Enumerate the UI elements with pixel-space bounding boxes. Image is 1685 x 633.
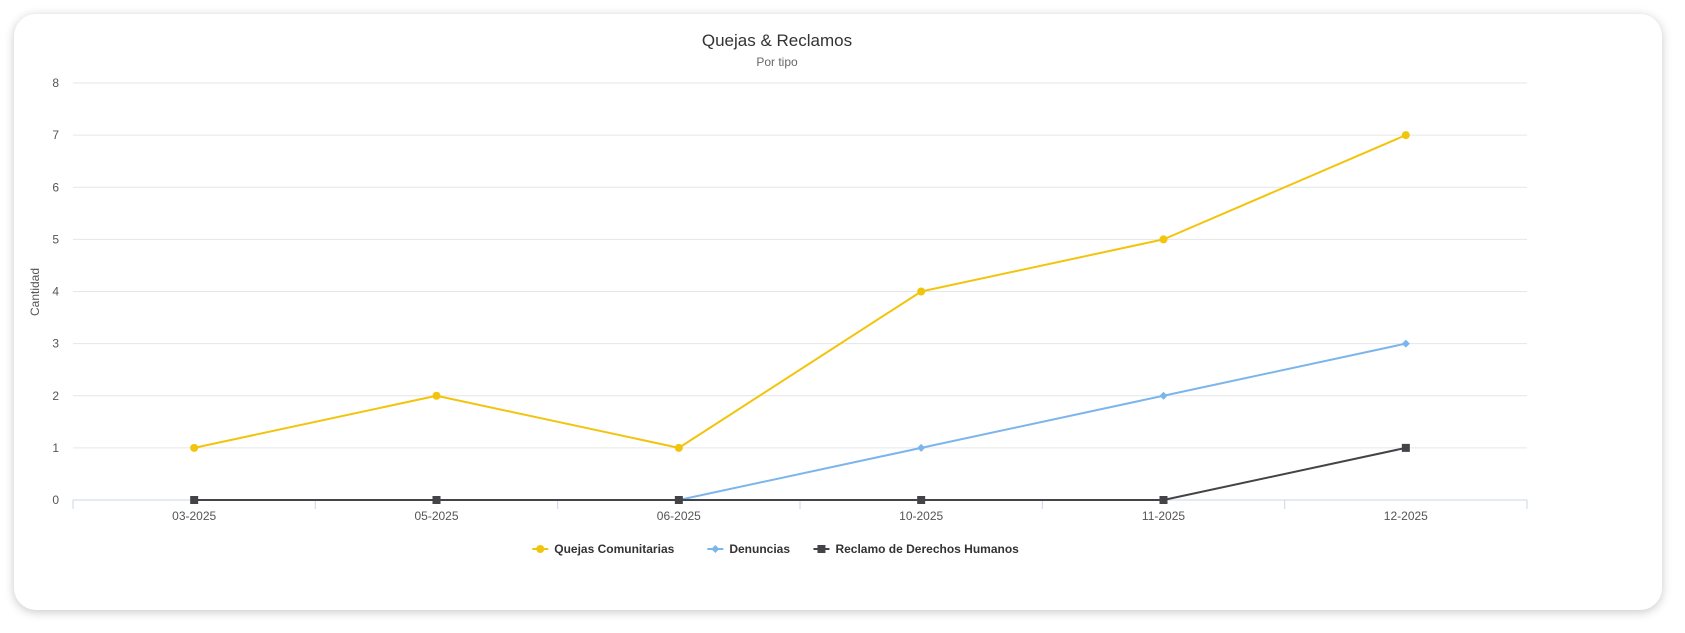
line-chart: Quejas & Reclamos Por tipo Cantidad 0 1 2 3… (28, 31, 1528, 556)
data-point[interactable] (1159, 391, 1168, 400)
legend-symbol-marker[interactable] (817, 545, 826, 553)
legend: Quejas Comunitarias Denuncias Reclamo de D… (532, 542, 1019, 556)
x-tick-label: 05-2025 (414, 509, 458, 523)
series-line (194, 446, 1407, 501)
series-layer (190, 131, 1410, 504)
grid-layer (73, 82, 1527, 449)
y-axis-title: Cantidad (28, 268, 42, 316)
legend-symbol-marker[interactable] (536, 545, 545, 553)
x-tick-label: 12-2025 (1384, 509, 1428, 523)
data-point[interactable] (1401, 339, 1410, 348)
series-line (194, 342, 1407, 501)
legend-item-1[interactable]: Denuncias (707, 542, 790, 556)
y-tick-label: 2 (52, 389, 59, 403)
legend-label: Denuncias (729, 542, 790, 556)
y-tick-label: 0 (52, 493, 59, 507)
data-point[interactable] (190, 496, 199, 504)
data-point[interactable] (1159, 235, 1168, 244)
data-point[interactable] (1401, 131, 1410, 140)
legend-item-0[interactable]: Quejas Comunitarias (532, 542, 675, 556)
series-1 (190, 339, 1410, 504)
data-point[interactable] (917, 496, 926, 504)
legend-symbol-marker[interactable] (711, 545, 720, 553)
series-2 (190, 443, 1410, 504)
y-tick-label: 6 (52, 180, 59, 194)
data-point[interactable] (917, 287, 926, 296)
x-tick-label: 10-2025 (899, 509, 943, 523)
data-point[interactable] (674, 496, 683, 504)
data-point[interactable] (432, 391, 441, 400)
axis-layer: 0 1 2 3 4 5 6 7 8 03-2025 05-2025 06-2025 10-2025 11-… (52, 76, 1528, 523)
legend-item-2[interactable]: Reclamo de Derechos Humanos (813, 542, 1019, 556)
y-tick-label: 1 (52, 441, 59, 455)
y-tick-label: 4 (52, 285, 59, 299)
y-tick-label: 7 (52, 128, 59, 142)
y-tick-label: 5 (52, 232, 59, 246)
data-point[interactable] (1159, 496, 1168, 504)
x-tick-label: 11-2025 (1142, 509, 1185, 523)
data-point[interactable] (432, 496, 441, 504)
series-0 (190, 131, 1410, 452)
legend-label: Reclamo de Derechos Humanos (835, 542, 1019, 556)
x-tick-label: 06-2025 (657, 509, 701, 523)
chart-title: Quejas & Reclamos (702, 31, 852, 50)
data-point[interactable] (674, 443, 683, 452)
y-tick-label: 3 (52, 337, 59, 351)
chart-subtitle: Por tipo (756, 55, 798, 69)
y-tick-label: 8 (52, 76, 59, 90)
data-point[interactable] (917, 443, 926, 452)
series-line (193, 134, 1407, 449)
x-tick-label: 03-2025 (172, 509, 216, 523)
data-point[interactable] (190, 443, 199, 452)
chart-card: Quejas & Reclamos Por tipo Cantidad 0 1 2 3… (14, 14, 1662, 610)
data-point[interactable] (1401, 443, 1410, 452)
legend-label: Quejas Comunitarias (554, 542, 674, 556)
